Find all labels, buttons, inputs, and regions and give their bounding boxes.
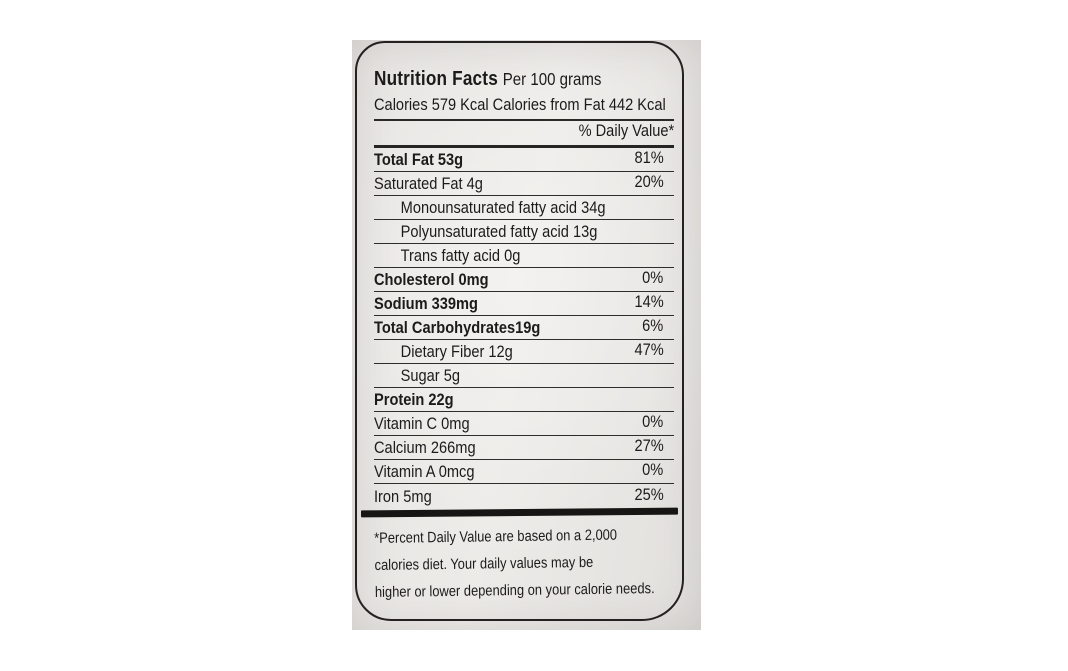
nutrient-name: Monounsaturated fatty acid 34g <box>400 197 606 217</box>
serving-size: Per 100 grams <box>502 69 602 89</box>
nutrient-name: Vitamin A 0mcg <box>374 461 475 481</box>
daily-value-percent: 81% <box>634 147 664 167</box>
label-title: Nutrition Facts <box>374 68 498 90</box>
daily-value-percent: 25% <box>634 484 664 504</box>
thick-divider <box>360 507 679 518</box>
daily-value-percent: 0% <box>642 267 664 287</box>
nutrient-name: Trans fatty acid 0g <box>400 245 521 265</box>
nutrient-row-total-fat-53g: Total Fat 53g 81% <box>374 148 674 172</box>
daily-value-header: % Daily Value* <box>374 121 674 148</box>
daily-value-percent: 6% <box>642 315 664 335</box>
footnote-line: *Percent Daily Value are based on a 2,00… <box>374 526 618 547</box>
nutrient-name: Cholesterol 0mg <box>374 269 489 289</box>
daily-value-percent: 14% <box>634 291 664 311</box>
nutrient-name: Total Fat 53g <box>374 149 464 169</box>
nutrient-row-polyunsaturated-fatty-acid-13g: Polyunsaturated fatty acid 13g <box>374 220 674 244</box>
nutrient-name: Calcium 266mg <box>374 437 476 457</box>
daily-value-percent: 0% <box>642 459 664 479</box>
nutrient-name: Saturated Fat 4g <box>374 173 483 193</box>
nutrient-row-saturated-fat-4g: Saturated Fat 4g 20% <box>374 172 674 196</box>
nutrient-name: Total Carbohydrates19g <box>374 317 541 337</box>
nutrient-row-vitamin-c-0mg: Vitamin C 0mg 0% <box>374 412 674 436</box>
nutrient-row-vitamin-a-0mcg: Vitamin A 0mcg 0% <box>374 460 674 484</box>
nutrient-row-sugar-5g: Sugar 5g <box>374 364 674 388</box>
footnote-line: higher or lower depending on your calori… <box>374 580 655 601</box>
nutrient-row-monounsaturated-fatty-acid-34g: Monounsaturated fatty acid 34g <box>374 196 674 220</box>
nutrient-name: Sodium 339mg <box>374 293 478 313</box>
daily-value-percent: 0% <box>642 411 664 431</box>
label-photo: Nutrition Facts Per 100 grams Calories 5… <box>352 40 701 630</box>
nutrient-name: Dietary Fiber 12g <box>400 341 513 361</box>
nutrient-name: Protein 22g <box>374 389 454 409</box>
calories-line: Calories 579 Kcal Calories from Fat 442 … <box>374 93 674 121</box>
nutrient-name: Vitamin C 0mg <box>374 413 470 433</box>
nutrient-row-protein-22g: Protein 22g <box>374 388 674 412</box>
nutrient-name: Polyunsaturated fatty acid 13g <box>400 221 598 241</box>
nutrient-name: Sugar 5g <box>400 365 460 385</box>
footnote: *Percent Daily Value are based on a 2,00… <box>374 521 675 606</box>
nutrient-row-iron-5mg: Iron 5mg 25% <box>374 484 674 509</box>
label-title-line: Nutrition Facts Per 100 grams <box>374 66 674 93</box>
daily-value-percent: 20% <box>634 171 664 191</box>
nutrition-label: Nutrition Facts Per 100 grams Calories 5… <box>355 41 684 621</box>
nutrient-row-total-carbohydrates19g: Total Carbohydrates19g 6% <box>374 316 674 340</box>
nutrient-row-cholesterol-0mg: Cholesterol 0mg 0% <box>374 268 674 292</box>
nutrient-table: Total Fat 53g 81% Saturated Fat 4g 20% Monou… <box>374 148 674 509</box>
footnote-line: calories diet. Your daily values may be <box>374 553 594 574</box>
daily-value-percent: 27% <box>634 435 664 455</box>
nutrient-name: Iron 5mg <box>374 486 432 506</box>
nutrient-row-calcium-266mg: Calcium 266mg 27% <box>374 436 674 460</box>
nutrient-row-dietary-fiber-12g: Dietary Fiber 12g 47% <box>374 340 674 364</box>
nutrient-row-trans-fatty-acid-0g: Trans fatty acid 0g <box>374 244 674 268</box>
nutrient-row-sodium-339mg: Sodium 339mg 14% <box>374 292 674 316</box>
daily-value-percent: 47% <box>634 339 664 359</box>
